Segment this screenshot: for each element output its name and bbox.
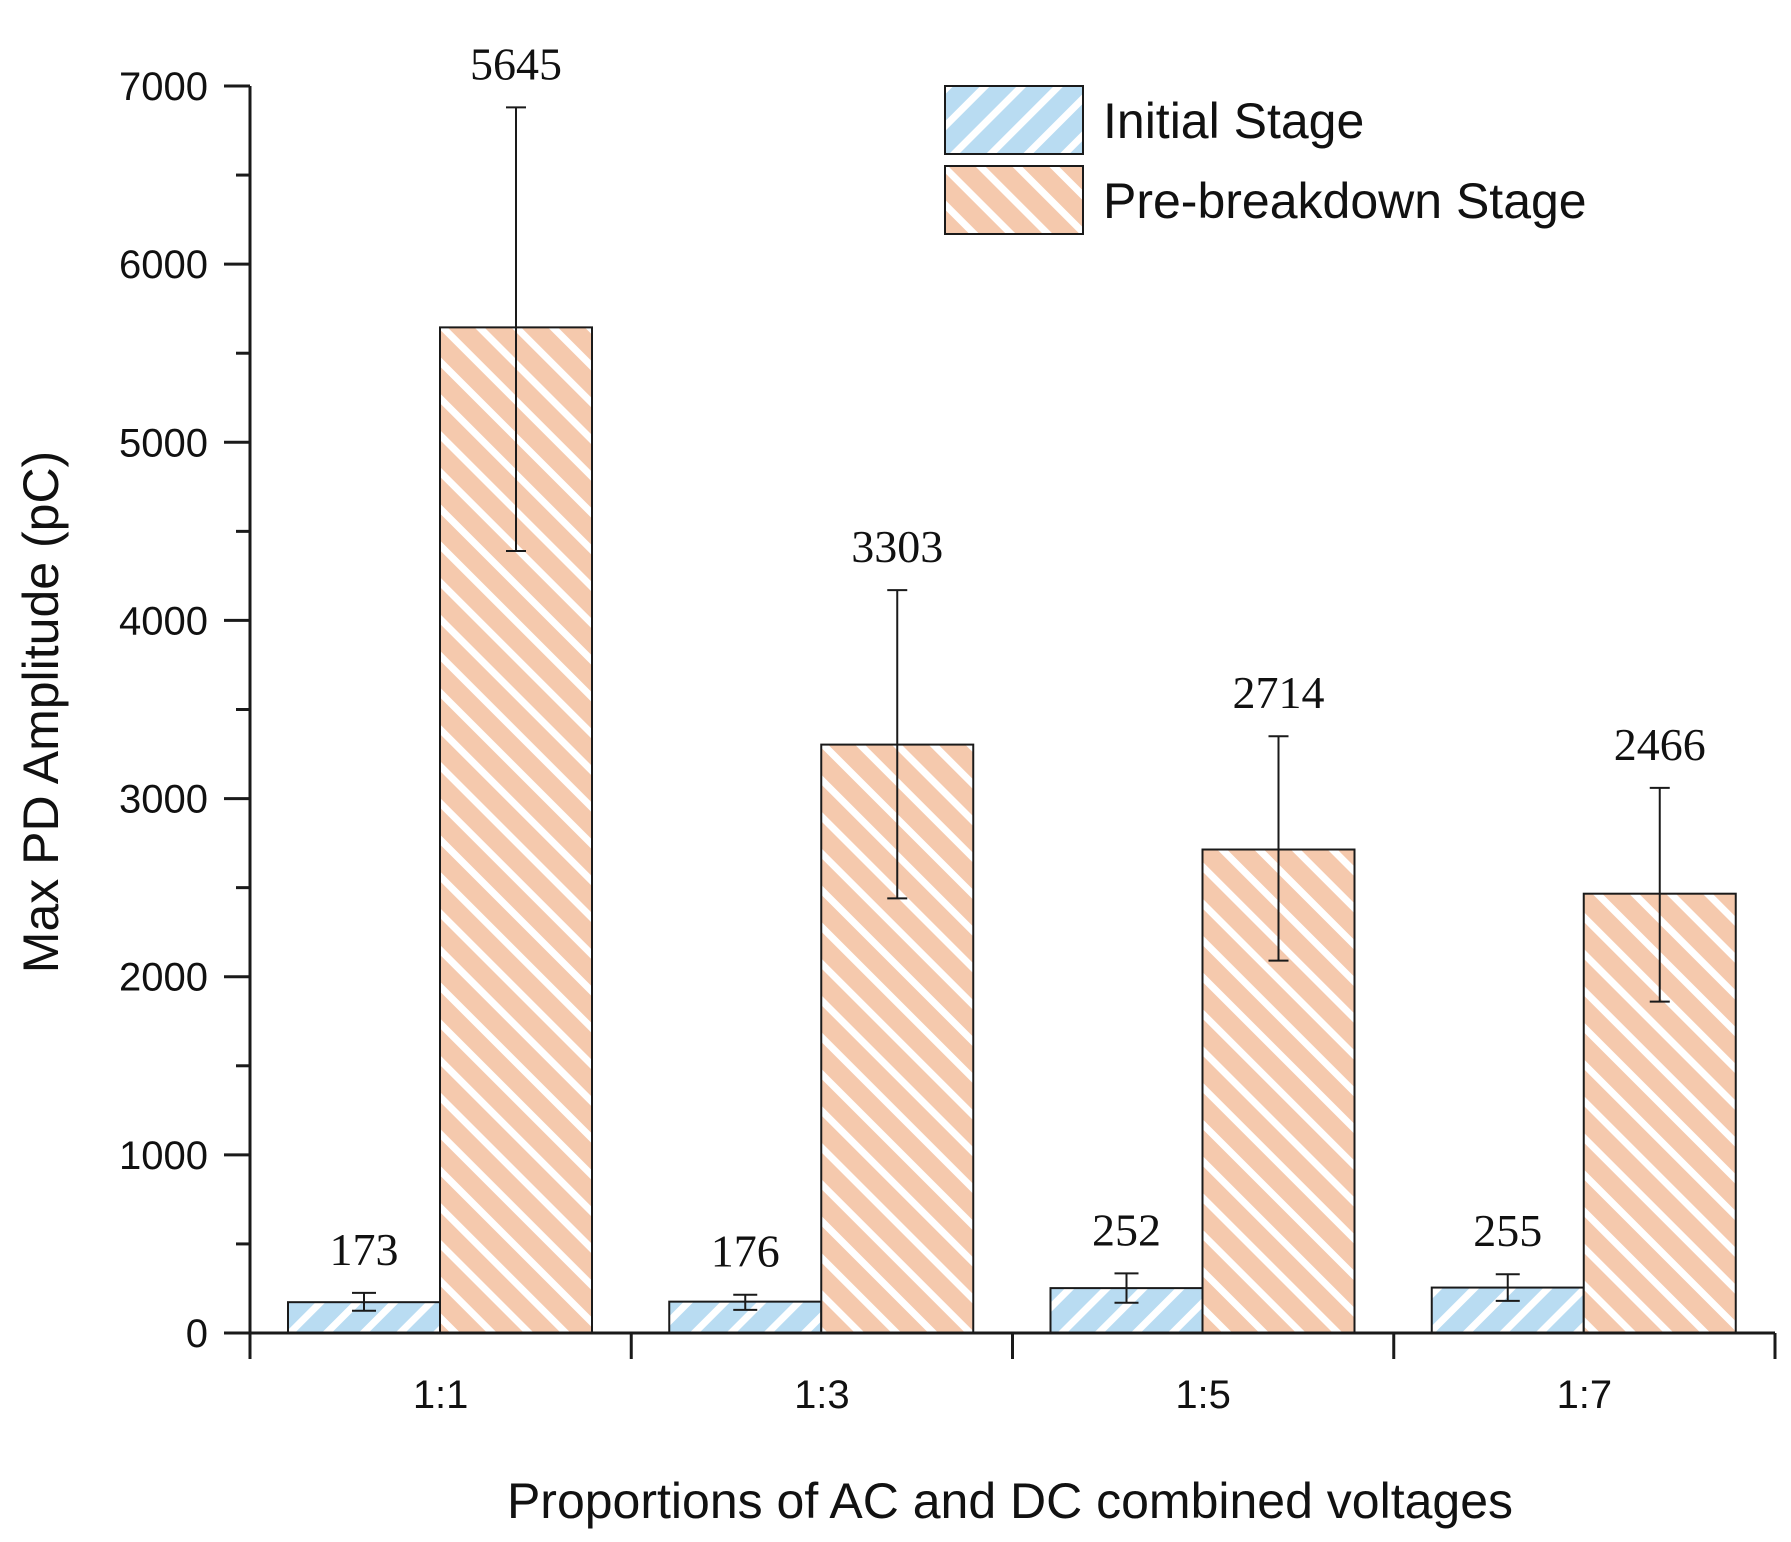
data-label: 176 xyxy=(711,1226,780,1277)
y-tick-label: 3000 xyxy=(119,778,208,822)
y-tick-label: 4000 xyxy=(119,599,208,643)
data-label: 2466 xyxy=(1614,719,1706,770)
legend-label: Pre-breakdown Stage xyxy=(1103,173,1587,229)
data-label: 5645 xyxy=(470,38,562,89)
legend-swatch xyxy=(944,165,1084,235)
data-label: 252 xyxy=(1092,1204,1161,1255)
y-tick-label: 2000 xyxy=(119,956,208,1000)
y-tick-label: 6000 xyxy=(119,243,208,287)
data-label: 2714 xyxy=(1233,667,1325,718)
data-label: 3303 xyxy=(851,521,943,572)
y-tick-label: 5000 xyxy=(119,421,208,465)
y-axis-title: Max PD Amplitude (pC) xyxy=(13,451,69,973)
plot-area: 173 5645 176 3303 252 2714 255 2466 xyxy=(287,38,1737,1335)
y-tick-label: 1000 xyxy=(119,1134,208,1178)
x-tick-label: 1:3 xyxy=(794,1373,850,1417)
x-axis-title: Proportions of AC and DC combined voltag… xyxy=(507,1473,1513,1529)
legend-swatch xyxy=(944,85,1084,155)
legend-label: Initial Stage xyxy=(1103,93,1364,149)
y-tick-label: 0 xyxy=(186,1312,208,1356)
data-label: 255 xyxy=(1473,1205,1542,1256)
legend: Initial Stage Pre-breakdown Stage xyxy=(944,85,1587,235)
x-tick-label: 1:5 xyxy=(1175,1373,1231,1417)
data-label: 173 xyxy=(330,1224,399,1275)
x-tick-label: 1:1 xyxy=(413,1373,469,1417)
x-tick-label: 1:7 xyxy=(1557,1373,1613,1417)
axes: 0 1000 2000 3000 4000 5000 6000 7000 1:1 1:3 1:5 1:… xyxy=(119,65,1777,1417)
y-tick-label: 7000 xyxy=(119,65,208,109)
